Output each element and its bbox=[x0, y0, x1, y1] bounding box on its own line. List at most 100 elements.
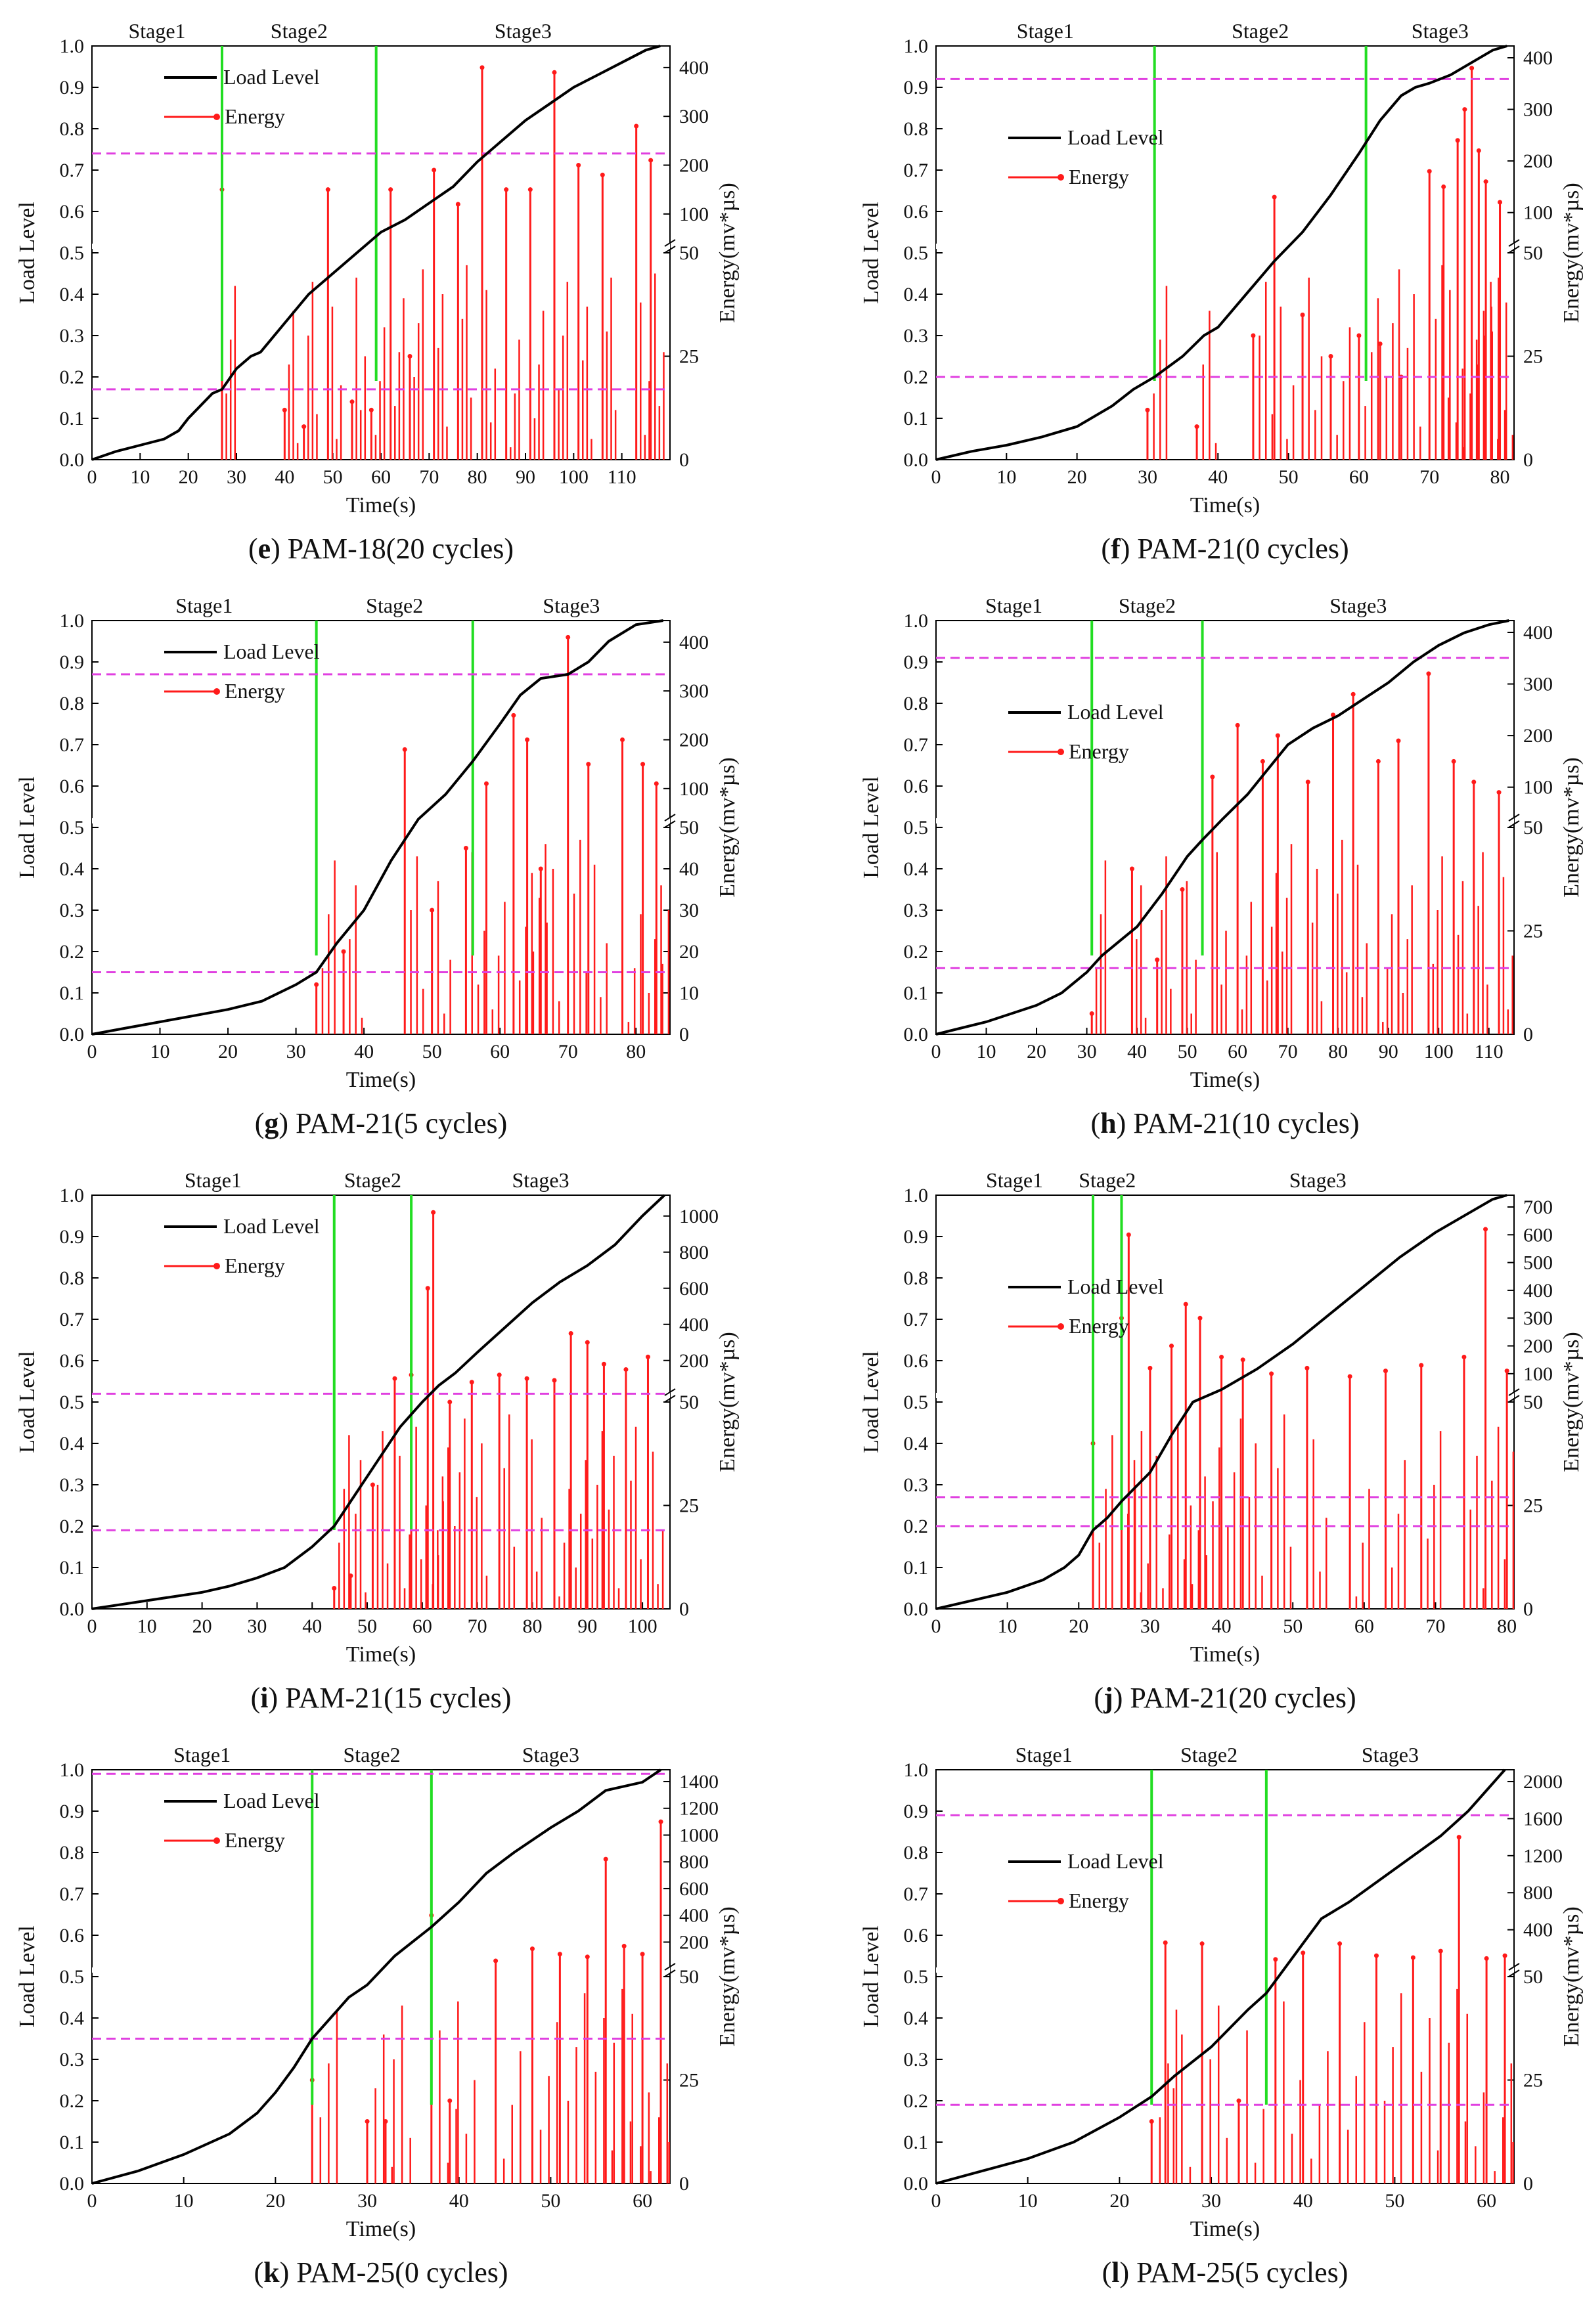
energy-marker bbox=[1199, 1941, 1205, 1946]
x-tick-label: 50 bbox=[1283, 1615, 1303, 1637]
energy-marker bbox=[1410, 1955, 1416, 1960]
stage-label: Stage3 bbox=[495, 19, 552, 43]
y-left-tick-label: 0.9 bbox=[60, 1226, 85, 1248]
energy-marker bbox=[525, 737, 530, 743]
energy-marker bbox=[1347, 1374, 1352, 1379]
energy-marker bbox=[568, 1331, 573, 1336]
energy-marker bbox=[1235, 722, 1240, 728]
chart-panel-g: 0.0 0.1 0.2 0.3 0.4 0.5 0.6 0.7 0.8 0.9 1.0 0 10 20 30… bbox=[15, 594, 740, 1139]
energy-marker bbox=[432, 167, 437, 173]
axis-break-mark bbox=[1508, 239, 1520, 253]
y-left-tick-label: 1.0 bbox=[904, 35, 929, 57]
y-right-tick-label: 400 bbox=[1523, 1280, 1553, 1302]
stage-label: Stage1 bbox=[175, 594, 233, 617]
caption-part: i bbox=[260, 1682, 268, 1714]
x-tick-label: 30 bbox=[227, 466, 246, 488]
energy-marker bbox=[658, 1819, 663, 1824]
energy-marker bbox=[645, 1354, 650, 1359]
x-tick-label: 40 bbox=[449, 2190, 469, 2212]
y-left-axis-label: Load Level bbox=[859, 1925, 883, 2028]
y-left-tick-label: 0.9 bbox=[60, 77, 85, 99]
x-tick-label: 70 bbox=[1419, 466, 1439, 488]
y-left-tick-label: 0.6 bbox=[904, 1350, 929, 1372]
legend-energy-marker bbox=[213, 688, 220, 695]
stage-label: Stage3 bbox=[1289, 1168, 1347, 1192]
energy-marker bbox=[1089, 1011, 1094, 1016]
x-tick-label: 60 bbox=[633, 2190, 652, 2212]
stage-label: Stage3 bbox=[512, 1168, 569, 1192]
x-tick-label: 30 bbox=[1140, 1615, 1160, 1637]
x-tick-label: 80 bbox=[468, 466, 487, 488]
y-right-tick-label: 200 bbox=[679, 1931, 709, 1953]
y-left-tick-label: 0.0 bbox=[60, 2173, 85, 2195]
y-left-tick-label: 0.8 bbox=[904, 1842, 929, 1864]
y-left-tick-label: 0.9 bbox=[904, 1226, 929, 1248]
y-left-axis-label: Load Level bbox=[859, 776, 883, 879]
energy-marker bbox=[1337, 1941, 1343, 1946]
load-level-line bbox=[935, 1768, 1506, 2185]
legend-energy-label: Energy bbox=[225, 104, 285, 128]
energy-marker bbox=[1441, 184, 1446, 189]
axis-break-mark bbox=[664, 1388, 676, 1403]
energy-marker bbox=[552, 1378, 557, 1383]
y-left-tick-label: 0.4 bbox=[60, 858, 85, 880]
y-left-tick-label: 1.0 bbox=[60, 35, 85, 57]
y-left-tick-label: 0.2 bbox=[904, 1516, 929, 1537]
energy-marker bbox=[447, 2098, 453, 2103]
energy-marker bbox=[1462, 107, 1467, 112]
y-right-tick-label: 100 bbox=[679, 778, 709, 800]
x-tick-label: 10 bbox=[1018, 2190, 1038, 2212]
y-right-tick-label: 100 bbox=[1523, 1363, 1553, 1385]
y-left-tick-label: 0.3 bbox=[60, 1474, 85, 1496]
load-level-line bbox=[91, 45, 661, 461]
y-left-tick-label: 0.0 bbox=[904, 449, 929, 471]
energy-marker bbox=[1502, 1953, 1507, 1958]
x-axis-label: Time(s) bbox=[1190, 1068, 1260, 1092]
y-left-axis-label: Load Level bbox=[15, 202, 39, 304]
y-right-tick-label: 1000 bbox=[679, 1824, 719, 1846]
y-left-tick-label: 1.0 bbox=[60, 1759, 85, 1781]
energy-marker bbox=[586, 762, 591, 767]
load-level-line bbox=[935, 619, 1509, 1036]
y-left-tick-label: 0.6 bbox=[904, 201, 929, 223]
x-tick-label: 90 bbox=[577, 1615, 597, 1637]
y-left-tick-label: 1.0 bbox=[904, 1759, 929, 1781]
energy-marker bbox=[479, 65, 485, 70]
x-tick-label: 0 bbox=[87, 466, 97, 488]
y-right-tick-label: 300 bbox=[1523, 674, 1553, 695]
y-right-tick-label: 50 bbox=[679, 242, 699, 264]
energy-marker bbox=[497, 1372, 502, 1378]
y-right-tick-label: 1400 bbox=[679, 1771, 719, 1793]
y-left-tick-label: 0.7 bbox=[60, 1883, 85, 1905]
energy-marker bbox=[1272, 194, 1277, 200]
energy-marker bbox=[1305, 779, 1310, 785]
y-left-tick-label: 0.8 bbox=[60, 1267, 85, 1289]
energy-marker bbox=[1301, 1950, 1306, 1956]
y-right-tick-label: 300 bbox=[1523, 99, 1553, 121]
x-tick-label: 40 bbox=[1127, 1041, 1147, 1063]
y-left-tick-label: 0.2 bbox=[904, 2090, 929, 2112]
y-right-tick-label: 1000 bbox=[679, 1206, 719, 1227]
energy-marker bbox=[388, 187, 393, 192]
stage-label: Stage2 bbox=[1079, 1168, 1136, 1192]
y-left-tick-label: 0.5 bbox=[60, 1392, 85, 1413]
y-left-tick-label: 0.5 bbox=[60, 242, 85, 264]
y-right-tick-label: 100 bbox=[679, 204, 709, 225]
stage-label: Stage2 bbox=[343, 1743, 400, 1766]
axis-break-mark bbox=[664, 814, 676, 828]
x-tick-label: 80 bbox=[1328, 1041, 1348, 1063]
plot-frame bbox=[91, 1769, 671, 2184]
energy-marker bbox=[1251, 333, 1256, 338]
y-left-tick-label: 0.5 bbox=[904, 242, 929, 264]
y-left-tick-label: 0.8 bbox=[60, 118, 85, 140]
energy-marker bbox=[585, 1954, 590, 1960]
caption-part: ) PAM-25(5 cycles) bbox=[1120, 2256, 1349, 2289]
caption-part: l bbox=[1111, 2256, 1119, 2289]
stage-label: Stage3 bbox=[543, 594, 600, 617]
energy-marker bbox=[1197, 1315, 1203, 1321]
x-tick-label: 70 bbox=[468, 1615, 487, 1637]
y-right-tick-label: 300 bbox=[679, 680, 709, 702]
energy-marker bbox=[1328, 354, 1333, 359]
panel-caption: (k) PAM-25(0 cycles) bbox=[254, 2256, 508, 2289]
y-right-tick-label: 0 bbox=[679, 449, 689, 471]
